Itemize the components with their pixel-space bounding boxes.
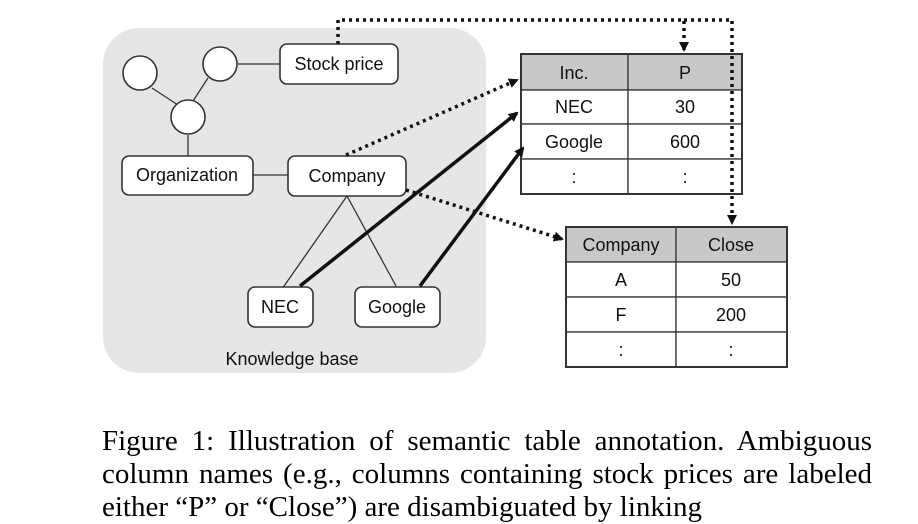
- edge-circle-b-to-hub: [192, 77, 209, 102]
- table2-header-company: Company: [582, 235, 659, 255]
- table1-header-cell-inc: [520, 53, 629, 91]
- table2-row2-col1: F: [616, 305, 627, 325]
- figure-caption: Figure 1: Illustration of semantic table…: [102, 425, 872, 523]
- table1-header-cell-p: [627, 53, 743, 91]
- knowledge-base-label: Knowledge base: [225, 349, 358, 369]
- table2-row1-col2: 50: [721, 270, 741, 290]
- table1-row2-col2: 600: [670, 132, 700, 152]
- table2-row3-col2: :: [728, 340, 733, 360]
- node-organization-label: Organization: [136, 165, 238, 185]
- solid-link-google-to-cell: [418, 146, 525, 288]
- table2-row1-col1: A: [615, 270, 627, 290]
- node-stock-price: Stock price: [279, 43, 399, 85]
- table1-border: [520, 53, 743, 195]
- table1-row1-col1: NEC: [555, 97, 593, 117]
- table1-row3-col1: :: [571, 167, 576, 187]
- node-nec-label: NEC: [261, 297, 299, 317]
- node-google-label: Google: [368, 297, 426, 317]
- table1-row1-col2: 30: [675, 97, 695, 117]
- node-company-label: Company: [308, 166, 385, 186]
- entity-circle-a: [122, 55, 158, 91]
- dotted-link-company-to-inc: [345, 78, 519, 157]
- edge-company-to-nec: [281, 195, 348, 290]
- edge-company-to-google: [346, 195, 397, 287]
- table1-header-p: P: [679, 63, 691, 83]
- table2-border: [565, 226, 788, 368]
- table2-row3-col1: :: [618, 340, 623, 360]
- node-nec: NEC: [247, 286, 314, 328]
- dotted-link-stock-price-to-close: [684, 18, 737, 225]
- table1-header-inc: Inc.: [559, 63, 588, 83]
- entity-circle-hub: [170, 99, 206, 135]
- edge-circle-a-to-hub: [151, 87, 179, 106]
- table1-row3-col2: :: [682, 167, 687, 187]
- node-organization: Organization: [121, 155, 254, 196]
- table1-row2-col1: Google: [545, 132, 603, 152]
- table-company-close: Company Close A 50 F 200 : :: [565, 226, 788, 368]
- figure-diagram: Stock price Organization Company NEC Goo…: [103, 18, 788, 373]
- table2-header-close: Close: [708, 235, 754, 255]
- node-stock-price-label: Stock price: [294, 54, 383, 74]
- node-google: Google: [354, 286, 441, 328]
- node-company: Company: [287, 155, 407, 197]
- table-inc-p: Inc. P NEC 30 Google 600 : :: [520, 53, 743, 195]
- table1-cell: [627, 123, 743, 160]
- table2-row2-col2: 200: [716, 305, 746, 325]
- dotted-link-stock-price-to-p: [336, 18, 689, 52]
- entity-circle-b: [202, 46, 238, 82]
- solid-link-nec-to-cell: [298, 111, 519, 288]
- table1-cell: [520, 158, 629, 195]
- table2-cell: [565, 296, 677, 333]
- table2-cell: [675, 296, 788, 333]
